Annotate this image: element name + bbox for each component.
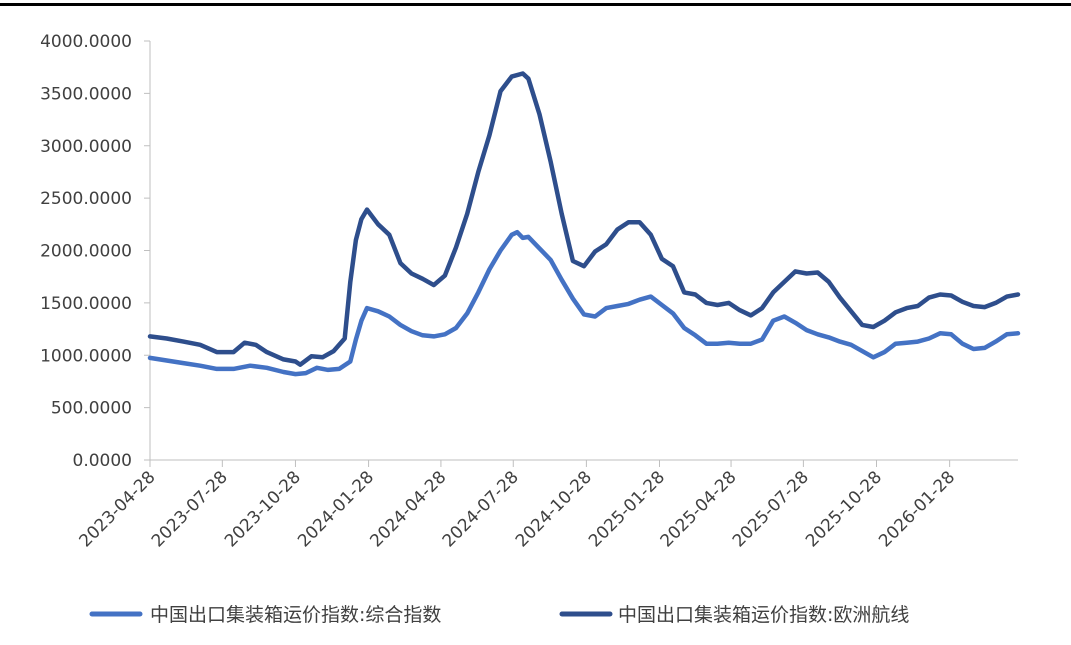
x-tick-label: 2025-10-28	[802, 467, 886, 551]
x-tick-label: 2024-10-28	[512, 467, 596, 551]
x-tick-label: 2023-10-28	[221, 467, 305, 551]
x-axis: 2023-04-282023-07-282023-10-282024-01-28…	[76, 459, 1018, 551]
y-tick-label: 2000.0000	[40, 242, 132, 262]
x-tick-label: 2024-01-28	[294, 467, 378, 551]
x-tick-label: 2023-07-28	[148, 467, 232, 551]
y-tick-label: 1000.0000	[40, 346, 132, 366]
series-line-composite	[147, 229, 1021, 377]
legend: 中国出口集装箱运价指数:综合指数 中国出口集装箱运价指数:欧洲航线	[89, 604, 909, 626]
legend-label-europe: 中国出口集装箱运价指数:欧洲航线	[618, 604, 909, 626]
y-axis: 0.0000 500.0000 1000.0000 1500.0000 2000.000…	[40, 32, 151, 471]
x-tick-label: 2025-04-28	[657, 467, 741, 551]
y-tick-label: 2500.0000	[40, 189, 132, 209]
y-tick-label: 3500.0000	[40, 84, 132, 104]
y-tick-label: 500.0000	[51, 399, 132, 419]
x-tick-label: 2025-01-28	[585, 467, 669, 551]
legend-label-composite: 中国出口集装箱运价指数:综合指数	[150, 604, 441, 626]
x-tick-label: 2023-04-28	[76, 467, 160, 551]
x-tick-label: 2024-04-28	[366, 467, 450, 551]
series-layer	[147, 71, 1021, 377]
series-line-europe	[147, 71, 1021, 367]
y-tick-label: 3000.0000	[40, 137, 132, 157]
y-tick-label: 1500.0000	[40, 294, 132, 314]
x-tick-label: 2026-01-28	[875, 467, 959, 551]
x-tick-label: 2024-07-28	[439, 467, 523, 551]
top-rule	[0, 3, 1071, 6]
y-tick-label: 4000.0000	[40, 32, 132, 52]
y-tick-label: 0.0000	[73, 451, 132, 471]
x-tick-label: 2025-07-28	[729, 467, 813, 551]
